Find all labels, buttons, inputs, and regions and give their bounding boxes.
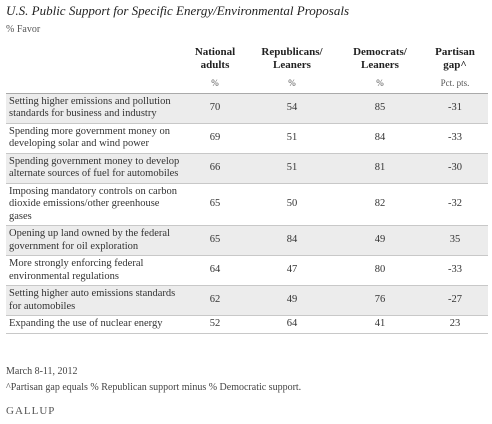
table-row: Setting higher auto emissions standards …: [6, 285, 488, 316]
cell-value: 84: [338, 123, 422, 154]
cell-value: 69: [184, 123, 246, 154]
unit-label: %: [246, 75, 338, 94]
cell-value: -30: [422, 153, 488, 184]
header-row: National adults Republicans/ Leaners Democ…: [6, 46, 488, 75]
table-head: National adults Republicans/ Leaners Democ…: [6, 46, 488, 94]
subtitle: % Favor: [6, 24, 41, 35]
cell-value: 35: [422, 225, 488, 256]
unit-label: %: [338, 75, 422, 94]
cell-value: -33: [422, 255, 488, 286]
cell-value: 51: [246, 123, 338, 154]
row-label: Spending more government money on develo…: [6, 123, 184, 154]
table-body: Setting higher emissions and pollution s…: [6, 93, 488, 334]
table-row: Spending more government money on develo…: [6, 123, 488, 154]
cell-value: 65: [184, 225, 246, 256]
cell-value: 64: [246, 315, 338, 334]
cell-value: 62: [184, 285, 246, 316]
row-label: Opening up land owned by the federal gov…: [6, 225, 184, 256]
title: U.S. Public Support for Specific Energy/…: [6, 3, 350, 18]
cell-value: 51: [246, 153, 338, 184]
row-label: Setting higher auto emissions standards …: [6, 285, 184, 316]
cell-value: 85: [338, 93, 422, 124]
cell-value: 41: [338, 315, 422, 334]
table: National adults Republicans/ Leaners Democ…: [6, 46, 488, 334]
source-logo: GALLUP: [6, 405, 56, 417]
cell-value: 52: [184, 315, 246, 334]
corner: [6, 75, 184, 94]
column-header: Partisan gap^: [435, 46, 475, 71]
unit-label: %: [184, 75, 246, 94]
table-row: More strongly enforcing federal environm…: [6, 255, 488, 286]
cell-value: 49: [338, 225, 422, 256]
row-label: Imposing mandatory controls on carbon di…: [6, 183, 184, 226]
cell-value: 80: [338, 255, 422, 286]
cell-value: -32: [422, 183, 488, 226]
unit-label: Pct. pts.: [422, 75, 488, 94]
cell-value: 54: [246, 93, 338, 124]
cell-value: 50: [246, 183, 338, 226]
table-row: Opening up land owned by the federal gov…: [6, 225, 488, 256]
cell-value: 70: [184, 93, 246, 124]
cell-value: 81: [338, 153, 422, 184]
table-row: Setting higher emissions and pollution s…: [6, 93, 488, 124]
table-row: Imposing mandatory controls on carbon di…: [6, 183, 488, 226]
cell-value: -33: [422, 123, 488, 154]
units-row: %%% Pct. pts.: [6, 75, 488, 94]
column-header: Democrats/ Leaners: [353, 46, 407, 71]
cell-value: 47: [246, 255, 338, 286]
cell-value: 23: [422, 315, 488, 334]
cell-value: 64: [184, 255, 246, 286]
date: March 8-11, 2012: [6, 366, 78, 377]
footnote: ^Partisan gap equals % Republican suppor…: [6, 382, 302, 393]
table-row: Expanding the use of nuclear energy 52 64 4…: [6, 315, 488, 334]
row-label: More strongly enforcing federal environm…: [6, 255, 184, 286]
cell-value: 49: [246, 285, 338, 316]
cell-value: -27: [422, 285, 488, 316]
cell-value: 65: [184, 183, 246, 226]
column-header: Republicans/ Leaners: [261, 46, 323, 71]
column-header: National adults: [194, 46, 236, 71]
corner: [6, 46, 184, 75]
row-label: Setting higher emissions and pollution s…: [6, 93, 184, 124]
row-label: Expanding the use of nuclear energy: [6, 315, 184, 334]
cell-value: -31: [422, 93, 488, 124]
table-row: Spending government money to develop alt…: [6, 153, 488, 184]
row-label: Spending government money to develop alt…: [6, 153, 184, 184]
cell-value: 76: [338, 285, 422, 316]
cell-value: 82: [338, 183, 422, 226]
cell-value: 84: [246, 225, 338, 256]
cell-value: 66: [184, 153, 246, 184]
